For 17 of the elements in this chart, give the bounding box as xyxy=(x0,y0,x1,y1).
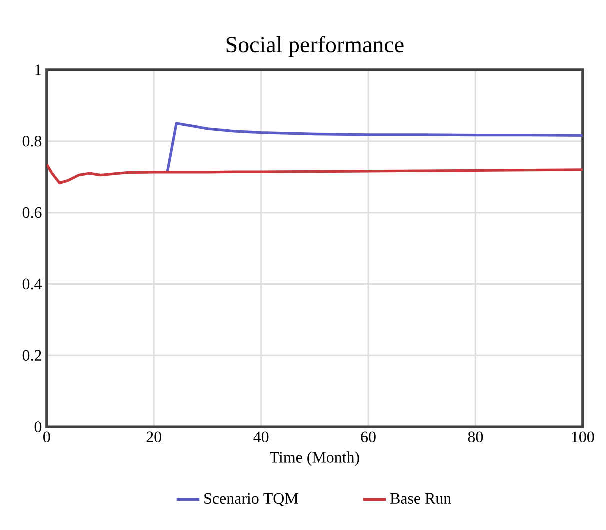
x-axis-title: Time (Month) xyxy=(270,452,360,466)
y-tick-label: 0 xyxy=(34,422,42,432)
y-tick-label: 1 xyxy=(36,64,42,76)
x-tick-label: 20 xyxy=(146,432,162,443)
x-tick-label: 80 xyxy=(468,432,484,443)
legend-label: Base Run xyxy=(390,493,452,504)
x-tick-label: 0 xyxy=(44,432,50,443)
y-tick-label: 0.2 xyxy=(22,350,42,362)
x-tick-label: 60 xyxy=(361,432,376,443)
line-series xyxy=(166,122,583,174)
y-tick-label: 0.8 xyxy=(22,136,42,147)
x-tick-label: 100 xyxy=(572,432,594,443)
chart-title: Social performance xyxy=(226,36,404,58)
y-tick-label: 0.6 xyxy=(22,207,42,218)
y-tick-label: 0.4 xyxy=(22,278,42,290)
legend-label: Scenario TQM xyxy=(204,493,298,507)
x-tick-label: 40 xyxy=(254,432,269,443)
